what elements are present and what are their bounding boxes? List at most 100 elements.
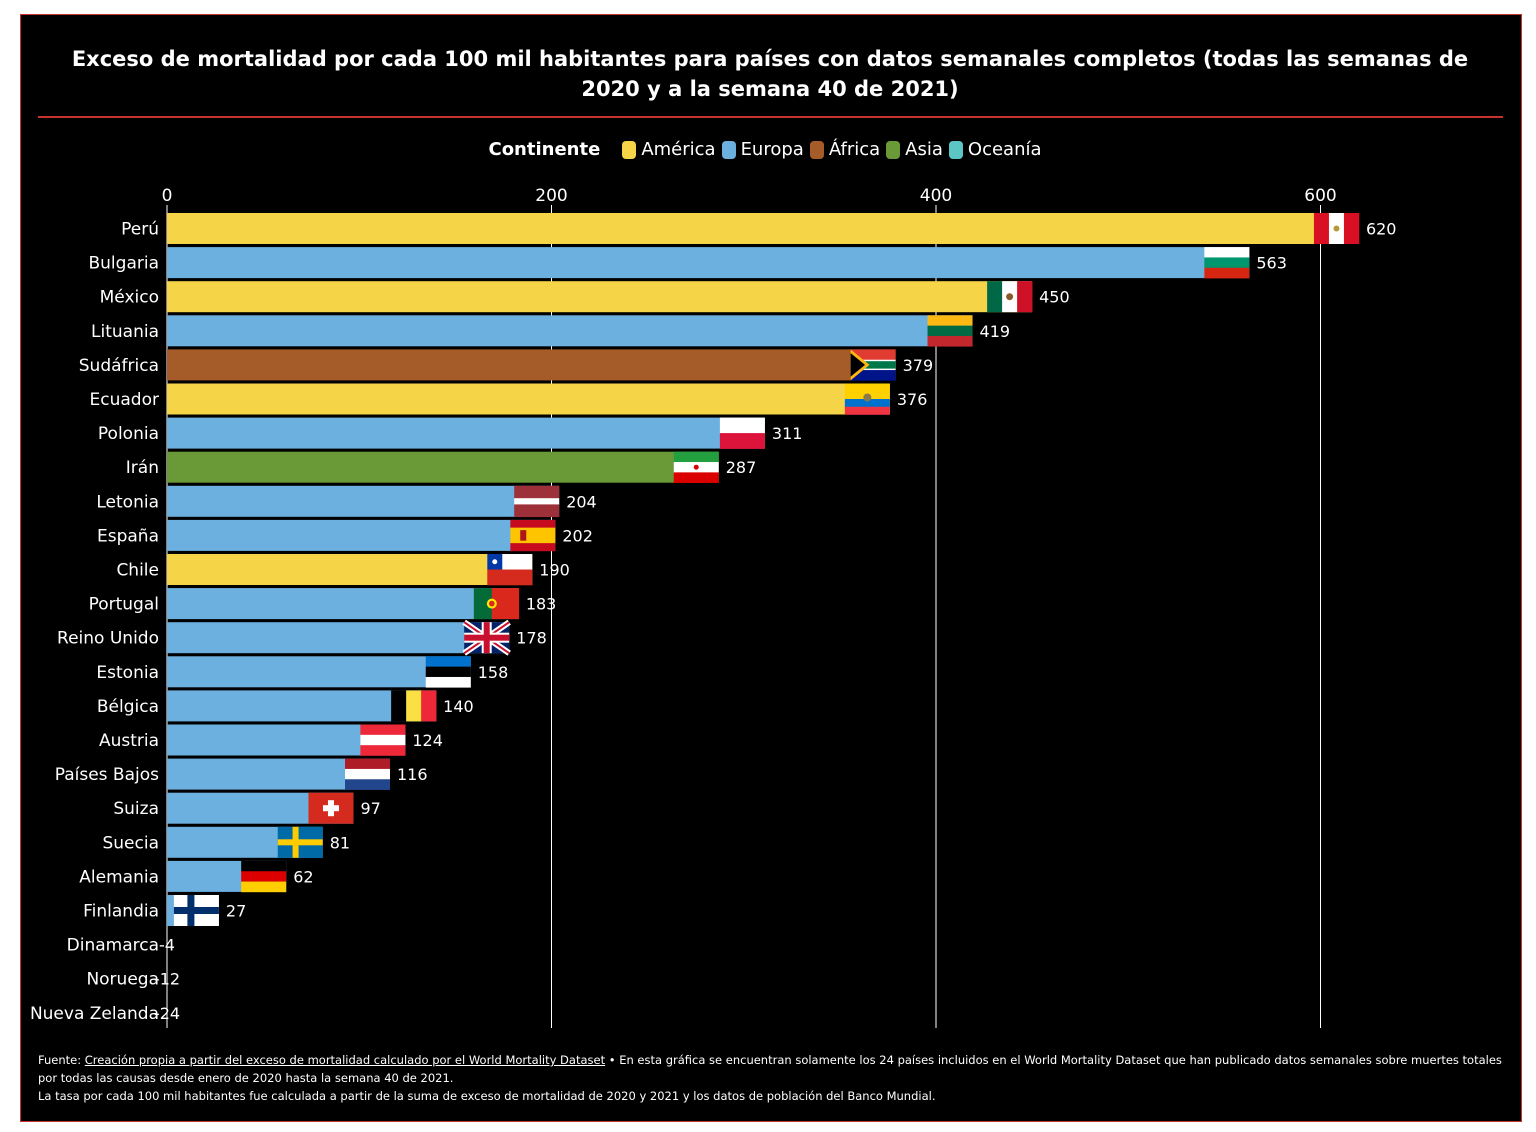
value-label: 419 — [980, 322, 1011, 341]
value-label: 202 — [562, 526, 593, 545]
value-label: 62 — [293, 867, 313, 886]
source-link[interactable]: Creación propia a partir del exceso de m… — [84, 1053, 606, 1067]
chart-title: Exceso de mortalidad por cada 100 mil ha… — [71, 47, 1469, 101]
portugal-flag-icon — [473, 588, 520, 620]
footer-line-1: Fuente: Creación propia a partir del exc… — [38, 1051, 1508, 1087]
y-category-label: Finlandia — [83, 902, 159, 922]
title-divider — [38, 116, 1503, 118]
legend-swatch — [948, 140, 963, 159]
legend-item-oceania[interactable]: Oceanía — [948, 139, 1042, 160]
legend-swatch — [886, 140, 901, 159]
y-category-label: Bulgaria — [89, 254, 160, 274]
bar[interactable] — [167, 451, 719, 483]
south-africa-flag-icon — [850, 349, 896, 381]
y-category-label: Dinamarca — [67, 936, 159, 956]
footer-line-2: La tasa por cada 100 mil habitantes fue … — [38, 1089, 936, 1103]
value-label: 379 — [903, 356, 934, 375]
value-label: 97 — [360, 799, 380, 818]
y-category-label: Austria — [99, 731, 159, 751]
value-label: 183 — [526, 595, 557, 614]
y-category-label: Suiza — [113, 799, 159, 819]
y-category-label: Letonia — [96, 492, 159, 512]
bulgaria-flag-icon — [1204, 247, 1250, 279]
value-label: 178 — [516, 629, 547, 648]
footer: Fuente: Creación propia a partir del exc… — [38, 1051, 1508, 1105]
germany-flag-icon — [241, 860, 287, 893]
poland-flag-icon — [719, 417, 765, 449]
y-category-label: Alemania — [79, 867, 159, 887]
y-category-label: Ecuador — [90, 390, 159, 410]
legend: Continente América Europa África Asia Oc… — [0, 139, 1536, 160]
y-category-label: Lituania — [91, 322, 159, 342]
chile-flag-icon — [487, 554, 533, 586]
y-category-label: Noruega — [86, 970, 159, 990]
sweden-flag-icon — [277, 826, 323, 858]
value-label: 311 — [772, 424, 803, 443]
value-label: -24 — [154, 1004, 180, 1023]
bar[interactable] — [167, 656, 471, 688]
legend-label: África — [828, 139, 881, 160]
bar[interactable] — [167, 588, 519, 620]
ecuador-flag-icon — [844, 383, 890, 415]
y-category-label: Chile — [116, 561, 159, 581]
legend-item-asia[interactable]: Asia — [886, 139, 943, 160]
bar[interactable] — [167, 213, 1359, 244]
value-label: 140 — [443, 697, 474, 716]
united-kingdom-flag-icon — [462, 619, 511, 656]
bar[interactable] — [167, 247, 1250, 279]
footer-note: • En esta gráfica se encuentran solament… — [38, 1053, 1502, 1085]
footer-prefix: Fuente: — [38, 1053, 85, 1067]
x-tick-label: 400 — [920, 186, 952, 206]
legend-label: América — [641, 139, 716, 160]
value-label: -4 — [159, 936, 175, 955]
x-tick-label: 200 — [535, 186, 567, 206]
y-category-label: Sudáfrica — [79, 356, 159, 376]
iran-flag-icon — [673, 451, 719, 483]
y-category-label: Perú — [121, 220, 159, 240]
belgium-flag-icon — [391, 690, 437, 722]
bar[interactable] — [167, 554, 533, 585]
value-label: 287 — [726, 458, 757, 477]
legend-item-europa[interactable]: Europa — [721, 139, 804, 160]
switzerland-flag-icon — [308, 792, 354, 824]
value-label: 620 — [1366, 220, 1397, 239]
value-label: 81 — [330, 833, 350, 852]
y-category-label: España — [97, 526, 159, 546]
x-tick-label: 600 — [1304, 186, 1336, 206]
value-label: 124 — [412, 731, 443, 750]
peru-flag-icon — [1313, 213, 1360, 244]
bar[interactable] — [167, 315, 973, 347]
value-label: 116 — [397, 765, 428, 784]
y-category-label: Países Bajos — [55, 765, 159, 785]
bar[interactable] — [167, 281, 1033, 313]
value-label: 450 — [1039, 288, 1070, 307]
value-label: 190 — [539, 561, 570, 580]
legend-swatch — [622, 140, 637, 159]
latvia-flag-icon — [514, 485, 560, 518]
y-category-label: Nueva Zelanda — [30, 1004, 159, 1024]
bar[interactable] — [167, 519, 556, 551]
y-category-label: Portugal — [89, 595, 159, 615]
y-category-label: Suecia — [102, 833, 159, 853]
y-category-label: Bélgica — [97, 697, 159, 717]
legend-label: Oceanía — [967, 139, 1042, 160]
estonia-flag-icon — [425, 656, 471, 688]
legend-swatch — [809, 140, 824, 159]
legend-label: Europa — [740, 139, 804, 160]
bar[interactable] — [167, 349, 896, 381]
netherlands-flag-icon — [345, 758, 391, 790]
y-category-label: Estonia — [96, 663, 159, 683]
bar[interactable] — [167, 485, 560, 517]
bar[interactable] — [167, 417, 765, 449]
spain-flag-icon — [510, 519, 556, 552]
legend-item-america[interactable]: América — [622, 139, 716, 160]
value-label: 27 — [226, 902, 246, 921]
value-label: -12 — [154, 970, 180, 989]
y-category-label: Polonia — [98, 424, 159, 444]
austria-flag-icon — [360, 724, 406, 756]
bar[interactable] — [167, 622, 510, 654]
legend-item-africa[interactable]: África — [809, 139, 881, 160]
bar[interactable] — [167, 383, 890, 415]
legend-swatch — [721, 140, 736, 159]
